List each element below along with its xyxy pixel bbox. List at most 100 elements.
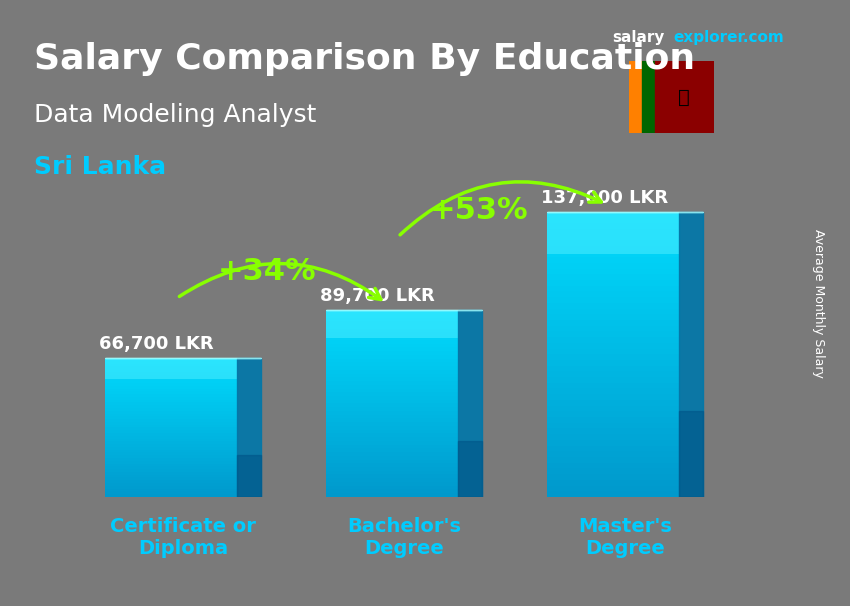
Bar (547, 491, 679, 497)
Text: explorer.com: explorer.com (673, 30, 784, 45)
Bar (547, 485, 679, 491)
Bar (326, 333, 458, 336)
Bar (326, 310, 458, 338)
Bar (105, 461, 237, 464)
Bar (547, 405, 679, 411)
Bar (105, 411, 237, 413)
Bar (105, 469, 237, 472)
Bar (326, 310, 458, 314)
Bar (105, 383, 237, 386)
Text: Certificate or
Diploma: Certificate or Diploma (110, 517, 256, 558)
Bar (326, 426, 458, 430)
Bar (105, 450, 237, 453)
Bar (326, 407, 458, 411)
Bar (547, 388, 679, 394)
Bar (547, 451, 679, 457)
Bar (105, 419, 237, 422)
Bar (326, 370, 458, 373)
Bar (547, 468, 679, 474)
Bar (105, 458, 237, 461)
Bar (326, 467, 458, 471)
Bar (547, 240, 679, 246)
Bar (105, 427, 237, 430)
Bar (547, 337, 679, 343)
Bar (547, 480, 679, 485)
Bar (105, 372, 237, 375)
Bar (326, 385, 458, 388)
Polygon shape (237, 455, 261, 497)
Bar (547, 263, 679, 268)
Bar (547, 275, 679, 280)
Text: 89,700 LKR: 89,700 LKR (320, 287, 434, 305)
Bar (326, 471, 458, 474)
Bar (105, 478, 237, 480)
FancyArrowPatch shape (179, 264, 381, 299)
Bar (105, 361, 237, 364)
Bar (105, 402, 237, 405)
Bar (105, 439, 237, 441)
Bar (326, 321, 458, 325)
Bar (326, 392, 458, 396)
Bar (105, 444, 237, 447)
Bar (326, 396, 458, 400)
Bar (105, 408, 237, 411)
Text: Master's
Degree: Master's Degree (578, 517, 672, 558)
Text: 🦁: 🦁 (678, 87, 690, 107)
Bar (105, 488, 237, 491)
Bar (105, 480, 237, 483)
Bar (326, 433, 458, 437)
Bar (547, 235, 679, 240)
Bar (105, 388, 237, 391)
Bar (547, 377, 679, 383)
Bar (547, 462, 679, 468)
Bar (105, 405, 237, 408)
Bar (105, 364, 237, 366)
Bar (326, 359, 458, 362)
Bar (629, 61, 642, 133)
Bar (326, 344, 458, 347)
Text: salary: salary (612, 30, 665, 45)
Bar (105, 486, 237, 488)
Bar (105, 464, 237, 467)
Bar (547, 457, 679, 462)
FancyArrowPatch shape (400, 182, 601, 235)
Bar (547, 246, 679, 251)
Text: Data Modeling Analyst: Data Modeling Analyst (34, 103, 316, 127)
Bar (105, 394, 237, 397)
Bar (105, 413, 237, 416)
Bar (326, 362, 458, 366)
Bar (547, 383, 679, 388)
Polygon shape (237, 358, 261, 497)
Bar (326, 463, 458, 467)
Bar (326, 422, 458, 426)
Bar (547, 315, 679, 320)
Bar (105, 416, 237, 419)
Text: Sri Lanka: Sri Lanka (34, 155, 166, 179)
Bar (547, 308, 679, 315)
Bar (326, 430, 458, 433)
Text: 137,000 LKR: 137,000 LKR (541, 188, 668, 207)
Bar (547, 325, 679, 331)
Bar (547, 400, 679, 405)
Bar (105, 467, 237, 469)
Bar (547, 411, 679, 417)
Bar (105, 425, 237, 427)
Bar (105, 494, 237, 497)
Bar (547, 343, 679, 348)
Bar (105, 430, 237, 433)
Bar (547, 440, 679, 445)
Bar (326, 347, 458, 351)
Bar (105, 453, 237, 455)
Text: +53%: +53% (430, 196, 529, 225)
Bar (105, 386, 237, 388)
Bar (547, 365, 679, 371)
Bar (105, 400, 237, 402)
Bar (326, 474, 458, 478)
Bar (547, 223, 679, 228)
Bar (547, 320, 679, 325)
Bar (105, 366, 237, 369)
Bar (326, 325, 458, 328)
Bar (326, 493, 458, 497)
Bar (326, 456, 458, 459)
Bar (547, 303, 679, 308)
